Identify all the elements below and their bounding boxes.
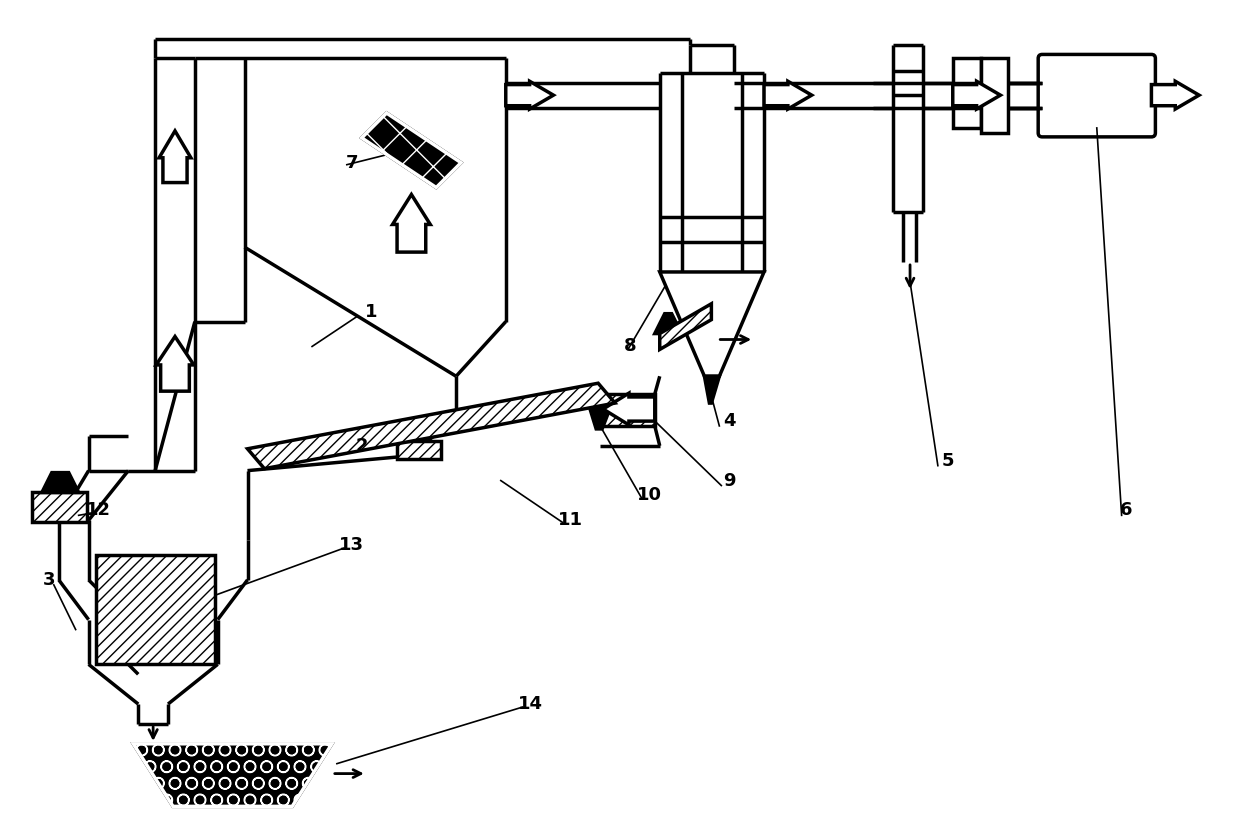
Text: 9: 9 xyxy=(723,471,735,489)
Polygon shape xyxy=(156,337,193,391)
Text: 7: 7 xyxy=(346,154,358,172)
Polygon shape xyxy=(603,393,655,425)
Polygon shape xyxy=(362,113,461,188)
Bar xyxy=(95,555,215,664)
Polygon shape xyxy=(1152,81,1199,109)
Bar xyxy=(397,440,441,459)
Polygon shape xyxy=(248,383,615,469)
Polygon shape xyxy=(42,473,78,493)
Text: 1: 1 xyxy=(366,302,378,321)
Text: 6: 6 xyxy=(1121,501,1133,519)
Polygon shape xyxy=(660,304,712,350)
Text: 2: 2 xyxy=(356,437,368,455)
Text: 14: 14 xyxy=(518,695,543,713)
Text: 10: 10 xyxy=(637,486,662,504)
Polygon shape xyxy=(704,376,719,403)
Text: 13: 13 xyxy=(340,536,365,554)
Bar xyxy=(600,394,655,426)
Polygon shape xyxy=(952,81,1001,109)
Text: 3: 3 xyxy=(42,571,55,589)
Text: 5: 5 xyxy=(941,452,954,470)
Polygon shape xyxy=(133,744,332,806)
Polygon shape xyxy=(393,194,430,252)
Polygon shape xyxy=(764,81,812,109)
Polygon shape xyxy=(655,313,682,333)
Polygon shape xyxy=(588,403,613,429)
FancyBboxPatch shape xyxy=(1038,54,1156,137)
Text: 8: 8 xyxy=(624,337,636,356)
Bar xyxy=(952,58,981,128)
Bar xyxy=(981,58,1008,133)
Polygon shape xyxy=(159,131,191,183)
Text: 12: 12 xyxy=(86,501,112,519)
Bar xyxy=(32,493,87,522)
Text: 11: 11 xyxy=(558,511,583,529)
Polygon shape xyxy=(506,81,553,109)
Text: 4: 4 xyxy=(723,412,735,430)
Polygon shape xyxy=(660,272,764,376)
